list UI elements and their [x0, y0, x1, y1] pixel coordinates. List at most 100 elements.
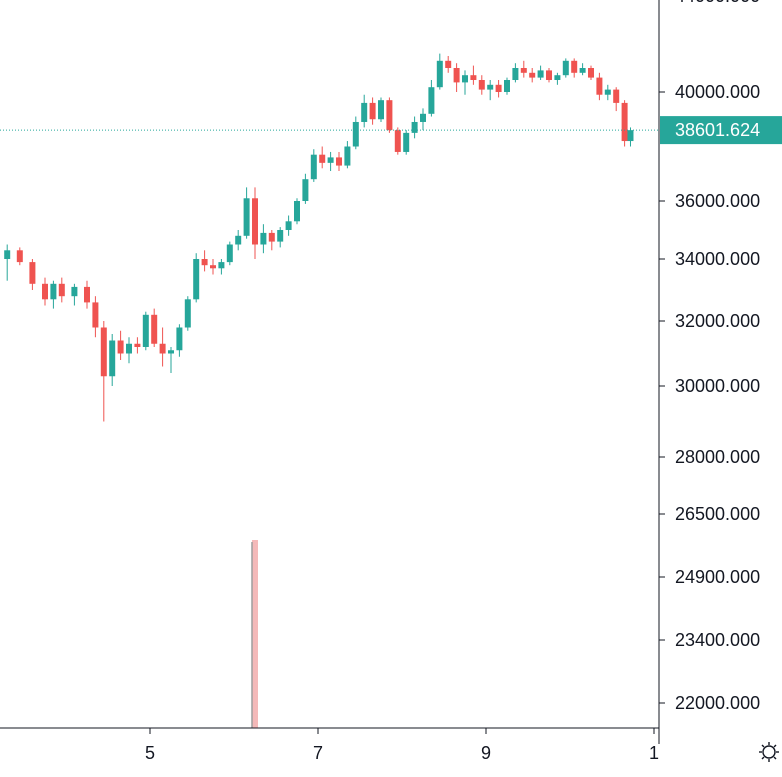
- candle-body: [344, 146, 351, 166]
- candle: [462, 70, 468, 95]
- candle: [277, 227, 284, 248]
- time-tick-label: 7: [313, 743, 323, 763]
- time-axis[interactable]: 5 7 9 1: [145, 728, 659, 763]
- last-price-badge: 38601.624: [660, 116, 782, 145]
- candle: [58, 277, 65, 303]
- candle-body: [294, 201, 300, 222]
- candle-body: [428, 87, 435, 114]
- candle-body: [109, 340, 116, 377]
- candle: [243, 187, 250, 239]
- candle-body: [336, 157, 342, 166]
- candle-body: [420, 113, 426, 122]
- candle-body: [58, 283, 65, 297]
- candle-body: [453, 68, 460, 83]
- candle: [201, 250, 208, 272]
- time-tick-label: 1: [649, 743, 659, 763]
- candle-body: [613, 89, 620, 103]
- last-price-badge-bg: [660, 116, 782, 145]
- candle: [327, 151, 334, 172]
- candle: [134, 337, 141, 354]
- candle-body: [218, 262, 225, 269]
- candle: [168, 347, 174, 373]
- candle: [235, 230, 242, 251]
- candle-body: [352, 121, 359, 147]
- candle: [436, 53, 443, 90]
- candle-body: [588, 68, 594, 78]
- candle-body: [403, 132, 410, 152]
- candle-body: [571, 60, 578, 73]
- candle-body: [386, 100, 393, 131]
- candle: [16, 247, 23, 266]
- candle: [159, 327, 166, 367]
- candle: [554, 72, 561, 85]
- candle-body: [411, 121, 418, 133]
- candle-body: [100, 327, 107, 377]
- candle: [420, 108, 426, 131]
- candle: [495, 80, 502, 98]
- candle-body: [436, 60, 443, 88]
- candle: [604, 84, 611, 101]
- candle-body: [394, 130, 401, 152]
- candle: [562, 58, 569, 78]
- candle: [193, 253, 200, 303]
- price-tick-label: 28000.000: [675, 447, 760, 467]
- candle: [260, 224, 267, 254]
- candle-body: [142, 314, 149, 347]
- candle: [151, 308, 158, 347]
- candle-body: [4, 250, 11, 259]
- candle-body: [478, 80, 485, 90]
- candle: [100, 321, 107, 422]
- candle-body: [462, 75, 468, 83]
- candle-body: [226, 244, 233, 263]
- candle: [29, 259, 36, 290]
- candle-body: [84, 286, 90, 303]
- candle-body: [604, 89, 611, 95]
- candle-body: [268, 232, 275, 242]
- candle-body: [285, 221, 292, 230]
- price-tick-label: 44000.000: [675, 0, 760, 6]
- candle: [621, 100, 628, 147]
- candle: [294, 198, 300, 225]
- candle-body: [71, 286, 78, 297]
- candle-body: [168, 350, 174, 354]
- gear-icon[interactable]: [759, 742, 779, 762]
- last-price-label: 38601.624: [675, 120, 760, 140]
- price-tick-label: 36000.000: [675, 191, 760, 211]
- price-axis[interactable]: 44000.000 40000.000 36000.000 34000.000 3200…: [659, 0, 760, 713]
- candle: [596, 72, 603, 101]
- candle-body: [260, 232, 267, 245]
- candle: [613, 87, 620, 112]
- volume-layer: [251, 540, 258, 728]
- candle: [336, 151, 342, 172]
- candle-body: [42, 283, 48, 300]
- candle-body: [92, 302, 99, 328]
- candle: [126, 337, 132, 364]
- candle-body: [504, 80, 510, 92]
- candle-body: [487, 84, 494, 90]
- candle-body: [201, 259, 208, 266]
- candle: [92, 296, 99, 338]
- candle: [252, 187, 258, 259]
- candle: [478, 75, 485, 95]
- candle-body: [193, 259, 200, 300]
- candle: [218, 259, 225, 275]
- price-tick-label: 34000.000: [675, 249, 760, 269]
- candle-body: [184, 299, 191, 328]
- volume-bar: [252, 540, 258, 728]
- candle-body: [627, 130, 634, 142]
- candle: [344, 141, 351, 169]
- candle: [378, 97, 384, 122]
- candle-body: [378, 100, 384, 120]
- candle-body: [361, 102, 368, 122]
- candle: [546, 68, 552, 83]
- candle: [109, 334, 116, 386]
- candle: [142, 311, 149, 351]
- candle: [369, 97, 376, 125]
- candle: [4, 244, 11, 281]
- candle: [386, 97, 393, 133]
- candle-body: [151, 314, 158, 344]
- candle-body: [537, 70, 544, 78]
- candle-body: [235, 235, 242, 245]
